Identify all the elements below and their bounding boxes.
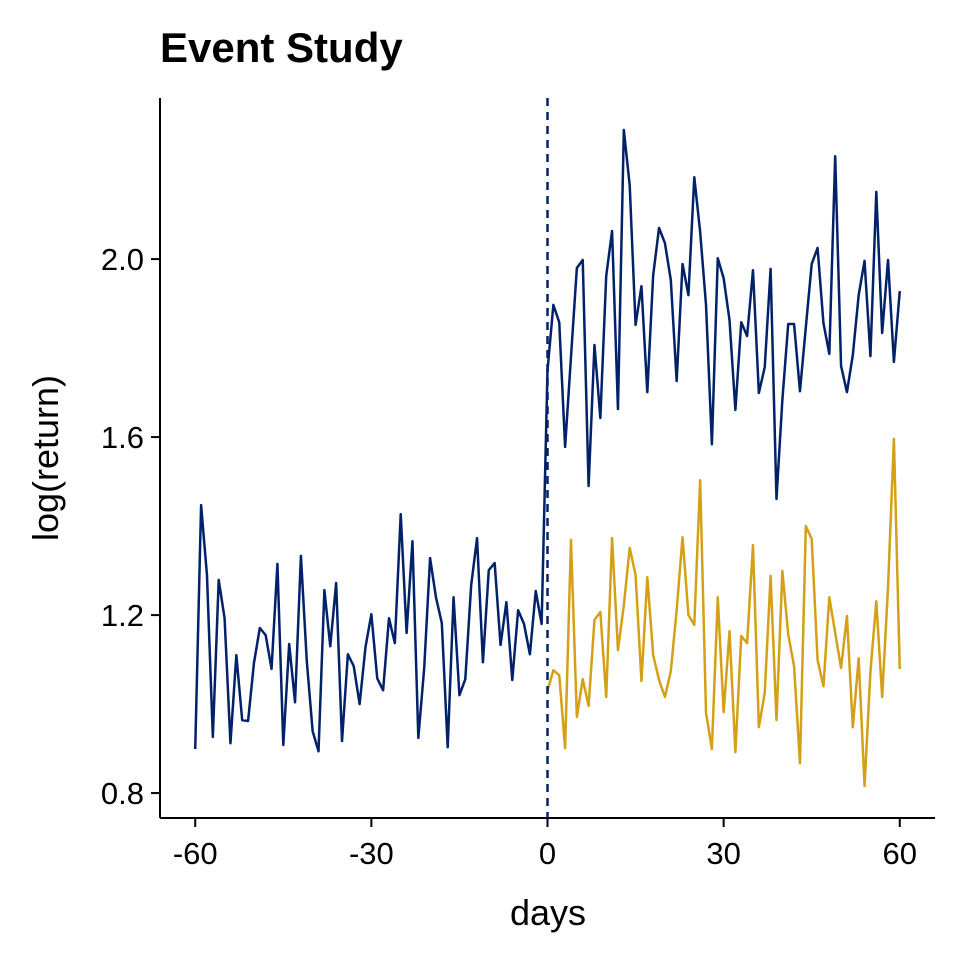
x-axis-title: days [510, 892, 586, 933]
x-tick-label: -60 [173, 836, 218, 871]
x-tick-label: 30 [706, 836, 740, 871]
chart-title: Event Study [160, 24, 403, 71]
y-tick-label: 2.0 [101, 242, 144, 277]
y-tick-label: 1.2 [101, 598, 144, 633]
y-tick-label: 1.6 [101, 420, 144, 455]
x-tick-label: 0 [539, 836, 556, 871]
y-axis-title: log(return) [25, 375, 66, 541]
series-line [546, 437, 902, 788]
y-tick-label: 0.8 [101, 776, 144, 811]
x-tick-label: 60 [883, 836, 917, 871]
x-tick-label: -30 [349, 836, 394, 871]
